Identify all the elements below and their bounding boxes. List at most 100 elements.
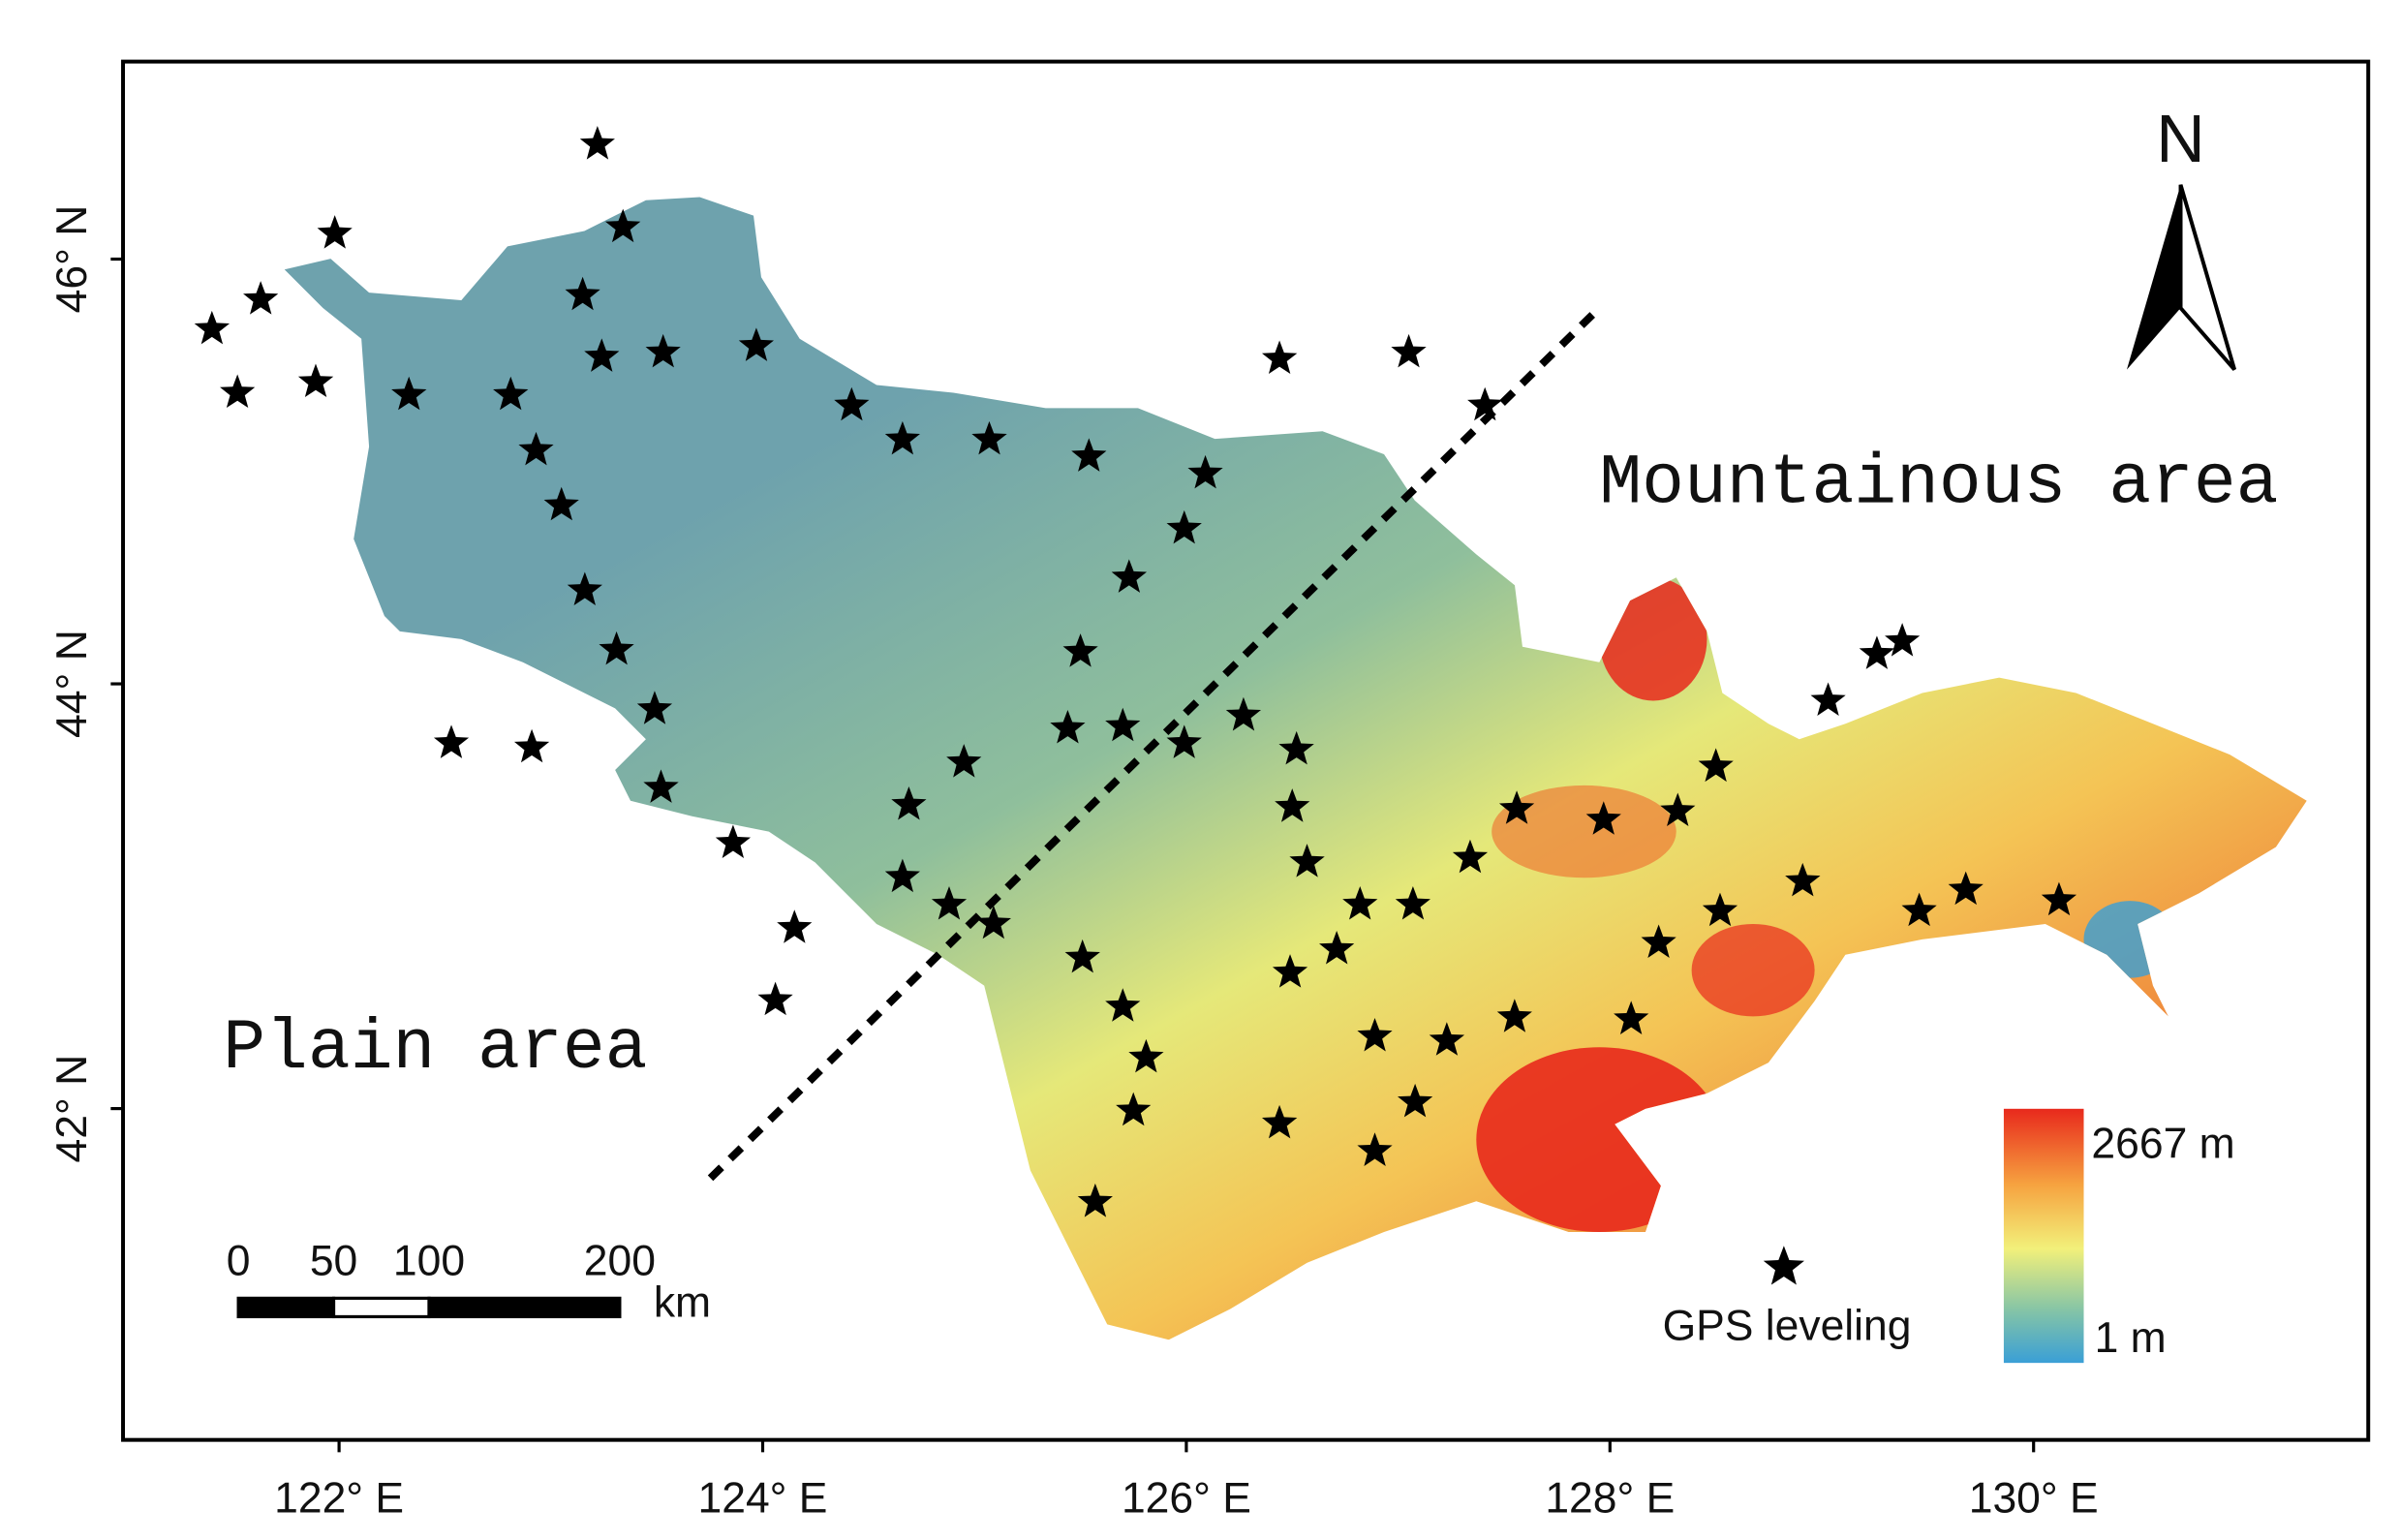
gps-station [391, 376, 427, 411]
scale-segment [331, 1296, 431, 1319]
gps-station [777, 909, 813, 943]
gps-station [975, 905, 1011, 939]
y-tick-label: 44° N [48, 630, 96, 738]
gps-station [1342, 886, 1378, 920]
mountain-label: Mountainous area [1599, 443, 2278, 523]
gps-station [1050, 709, 1086, 744]
gps-station [1498, 790, 1535, 824]
gps-station [1585, 801, 1621, 835]
north-arrow: N [2126, 101, 2237, 371]
x-tick-label: 122° E [274, 1474, 404, 1522]
gps-station [1289, 844, 1325, 878]
gps-station [1785, 862, 1821, 897]
gps-station [1901, 892, 1937, 927]
gps-station [1395, 886, 1430, 920]
legend-min: 1 m [2095, 1314, 2167, 1362]
gps-station [1614, 1001, 1649, 1035]
gps-station [645, 333, 681, 368]
gps-station [513, 728, 550, 763]
gps-station [1062, 633, 1098, 667]
gps-station [971, 420, 1007, 455]
x-tick-label: 124° E [698, 1474, 828, 1522]
gps-station [1128, 1038, 1164, 1073]
gps-station [1429, 1022, 1465, 1056]
scale-label: 0 [227, 1237, 251, 1284]
x-tick-label: 130° E [1969, 1474, 2099, 1522]
gps-station [931, 886, 968, 920]
gps-station [884, 420, 920, 455]
gps-station [1467, 386, 1503, 421]
gps-station [1071, 438, 1107, 472]
gps-station [643, 769, 679, 803]
gps-station [584, 338, 620, 372]
gps-station [565, 276, 600, 311]
gps-station [1452, 839, 1489, 874]
scale-label: 100 [393, 1237, 465, 1284]
gps-station [1261, 1104, 1298, 1139]
y-tick-label: 46° N [48, 205, 96, 314]
legend-points: GPS leveling [1663, 1302, 1912, 1349]
gps-station [1166, 724, 1202, 758]
boundary-line [707, 305, 1603, 1182]
gps-station [2041, 881, 2077, 916]
gps-station [1319, 930, 1355, 965]
gps-station [1391, 333, 1427, 368]
gps-station [1810, 682, 1846, 717]
gps-station [297, 363, 334, 398]
plain-label: Plain area [223, 1008, 647, 1089]
scale-label: 200 [584, 1237, 656, 1284]
gps-station [1496, 999, 1532, 1032]
gps-station [1105, 988, 1141, 1022]
gps-station [579, 126, 615, 160]
scale-segment [427, 1296, 622, 1319]
gps-station [543, 486, 579, 521]
gps-station [738, 327, 774, 361]
gps-station [1225, 696, 1262, 731]
scale-segment [236, 1296, 336, 1319]
x-tick-label: 128° E [1545, 1474, 1675, 1522]
gps-station [1077, 1183, 1113, 1217]
gps-station [1116, 1092, 1152, 1126]
gps-station [1885, 623, 1921, 657]
gps-station [518, 431, 554, 466]
gps-station [1357, 1017, 1393, 1052]
gps-station [636, 691, 673, 724]
frame [121, 59, 2371, 1442]
gps-station [1357, 1132, 1393, 1166]
north-label: N [2156, 101, 2204, 176]
scale-label: 50 [310, 1237, 357, 1284]
gps-station [1272, 954, 1308, 988]
gps-station [1641, 924, 1676, 958]
x-tick-label: 126° E [1122, 1474, 1251, 1522]
gps-station [604, 208, 641, 243]
gps-station [757, 981, 793, 1016]
gps-station [1698, 748, 1734, 783]
color-ramp [2003, 1108, 2084, 1364]
gps-station [493, 376, 529, 411]
gps-station [243, 281, 279, 315]
y-tick-label: 42° N [48, 1055, 96, 1163]
gps-station [567, 571, 602, 606]
gps-station [1166, 509, 1202, 544]
gps-station [1064, 939, 1100, 973]
gps-station [715, 824, 752, 858]
gps-station [891, 786, 927, 820]
gps-station [1278, 730, 1314, 765]
gps-station [1398, 1083, 1433, 1118]
legend-max: 2667 m [2091, 1121, 2234, 1168]
scale-unit: km [654, 1278, 711, 1326]
gps-station [1660, 792, 1696, 827]
gps-station [194, 310, 231, 345]
gps-station [1187, 454, 1223, 489]
gps-station [433, 724, 470, 758]
gps-station [834, 386, 870, 421]
gps-station [1261, 340, 1298, 375]
gps-station [1948, 871, 1984, 906]
gps-station [884, 858, 920, 893]
gps-station [1702, 892, 1738, 927]
gps-station [1111, 559, 1148, 593]
gps-station [220, 374, 256, 409]
gps-station [317, 215, 353, 249]
